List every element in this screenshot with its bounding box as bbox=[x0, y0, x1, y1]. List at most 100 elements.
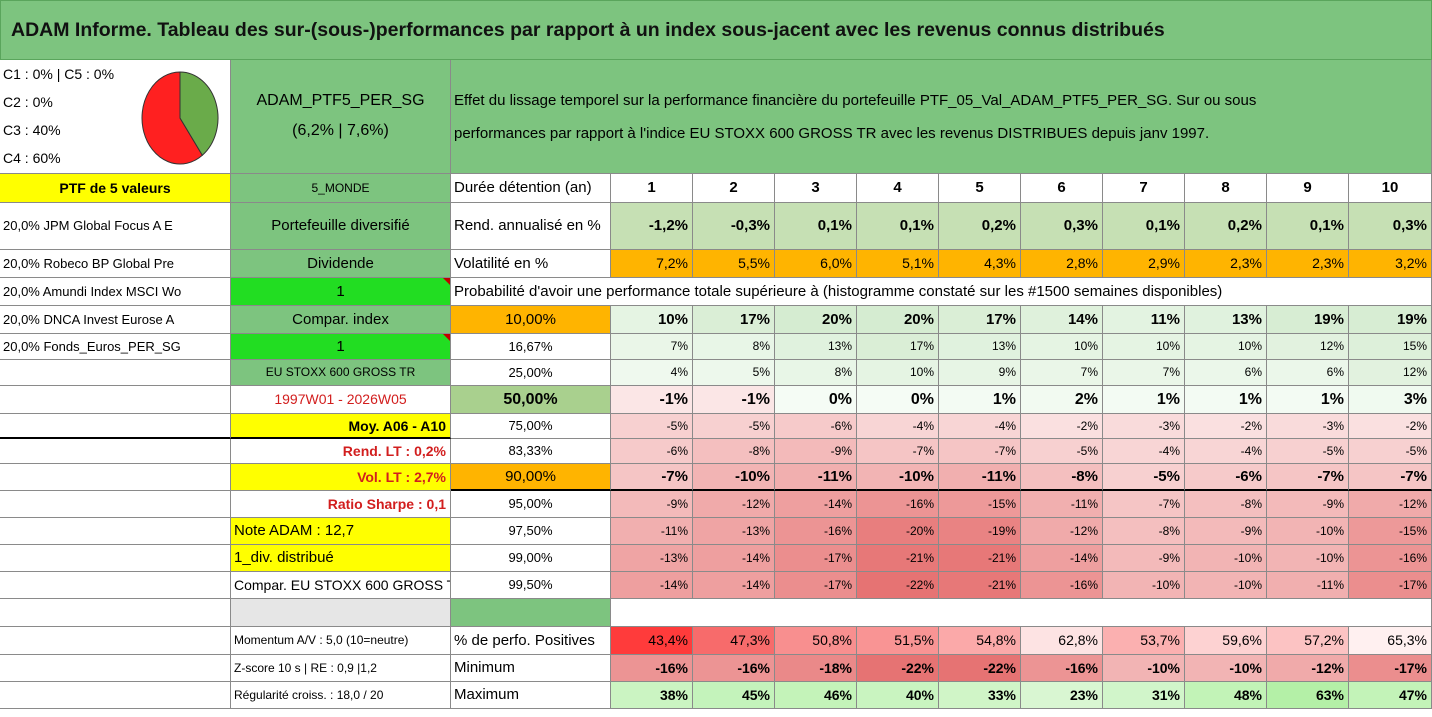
quantile-value[interactable]: 19% bbox=[1267, 306, 1349, 334]
quantile-value[interactable]: -11% bbox=[939, 464, 1021, 491]
maximum-value[interactable]: 38% bbox=[611, 682, 693, 709]
quantile-value[interactable]: -16% bbox=[1021, 572, 1103, 599]
quantile-value[interactable]: -4% bbox=[857, 414, 939, 439]
maximum-value[interactable]: 33% bbox=[939, 682, 1021, 709]
quantile-value[interactable]: -9% bbox=[775, 439, 857, 464]
empty-cell[interactable] bbox=[0, 627, 231, 655]
quantile-label[interactable]: 83,33% bbox=[451, 439, 611, 464]
maximum-label[interactable]: Maximum bbox=[451, 682, 611, 709]
quantile-value[interactable]: 1% bbox=[1103, 386, 1185, 414]
quantile-value[interactable]: -5% bbox=[1267, 439, 1349, 464]
minimum-value[interactable]: -16% bbox=[1021, 655, 1103, 682]
quantile-value[interactable]: -11% bbox=[611, 518, 693, 545]
maximum-value[interactable]: 40% bbox=[857, 682, 939, 709]
positive-value[interactable]: 43,4% bbox=[611, 627, 693, 655]
empty-cell[interactable] bbox=[0, 414, 231, 439]
note-cell[interactable]: Note ADAM : 12,7 bbox=[231, 518, 451, 545]
empty-cell[interactable] bbox=[0, 464, 231, 491]
quantile-value[interactable]: -5% bbox=[1349, 439, 1432, 464]
positive-label[interactable]: % de perfo. Positives bbox=[451, 627, 611, 655]
quantile-value[interactable]: -1% bbox=[693, 386, 775, 414]
quantile-value[interactable]: -20% bbox=[857, 518, 939, 545]
minimum-value[interactable]: -12% bbox=[1267, 655, 1349, 682]
zscore-cell[interactable]: Z-score 10 s | RE : 0,9 |1,2 bbox=[231, 655, 451, 682]
volatility-value[interactable]: 6,0% bbox=[775, 250, 857, 278]
quantile-value[interactable]: 10% bbox=[1021, 334, 1103, 360]
category-cell[interactable]: 5_MONDE bbox=[231, 174, 451, 203]
empty-cell[interactable] bbox=[0, 655, 231, 682]
quantile-value[interactable]: 7% bbox=[1021, 360, 1103, 386]
quantile-value[interactable]: 0% bbox=[775, 386, 857, 414]
year-header[interactable]: 4 bbox=[857, 174, 939, 203]
quantile-value[interactable]: -9% bbox=[1103, 545, 1185, 572]
quantile-value[interactable]: 15% bbox=[1349, 334, 1432, 360]
momentum-cell[interactable]: Momentum A/V : 5,0 (10=neutre) bbox=[231, 627, 451, 655]
quantile-value[interactable]: 5% bbox=[693, 360, 775, 386]
quantile-label[interactable]: 16,67% bbox=[451, 334, 611, 360]
quantile-value[interactable]: -17% bbox=[775, 572, 857, 599]
empty-cell[interactable] bbox=[0, 518, 231, 545]
compar-cell[interactable]: Compar. EU STOXX 600 GROSS TR bbox=[231, 572, 451, 599]
return-value[interactable]: 0,3% bbox=[1349, 203, 1432, 250]
volatility-value[interactable]: 4,3% bbox=[939, 250, 1021, 278]
year-header[interactable]: 10 bbox=[1349, 174, 1432, 203]
duration-label[interactable]: Durée détention (an) bbox=[451, 174, 611, 203]
dividend-cell[interactable]: Dividende bbox=[231, 250, 451, 278]
quantile-value[interactable]: -5% bbox=[611, 414, 693, 439]
positive-value[interactable]: 57,2% bbox=[1267, 627, 1349, 655]
quantile-value[interactable]: -11% bbox=[1267, 572, 1349, 599]
empty-cell[interactable] bbox=[231, 599, 451, 627]
quantile-value[interactable]: -8% bbox=[1021, 464, 1103, 491]
quantile-value[interactable]: 8% bbox=[775, 360, 857, 386]
quantile-value[interactable]: -4% bbox=[1185, 439, 1267, 464]
quantile-value[interactable]: -10% bbox=[1267, 518, 1349, 545]
return-label[interactable]: Rend. annualisé en % bbox=[451, 203, 611, 250]
quantile-value[interactable]: -5% bbox=[693, 414, 775, 439]
average-cell[interactable]: Moy. A06 - A10 bbox=[231, 414, 451, 439]
quantile-value[interactable]: -15% bbox=[939, 491, 1021, 518]
sharpe-cell[interactable]: Ratio Sharpe : 0,1 bbox=[231, 491, 451, 518]
quantile-value[interactable]: 13% bbox=[1185, 306, 1267, 334]
positive-value[interactable]: 51,5% bbox=[857, 627, 939, 655]
maximum-value[interactable]: 63% bbox=[1267, 682, 1349, 709]
quantile-label[interactable]: 97,50% bbox=[451, 518, 611, 545]
quantile-label[interactable]: 10,00% bbox=[451, 306, 611, 334]
value-input-cell[interactable]: 1 bbox=[231, 278, 451, 306]
maximum-value[interactable]: 47% bbox=[1349, 682, 1432, 709]
holding-item[interactable]: 20,0% DNCA Invest Eurose A bbox=[0, 306, 231, 334]
year-header[interactable]: 7 bbox=[1103, 174, 1185, 203]
positive-value[interactable]: 54,8% bbox=[939, 627, 1021, 655]
empty-cell[interactable] bbox=[0, 386, 231, 414]
quantile-value[interactable]: -21% bbox=[857, 545, 939, 572]
positive-value[interactable]: 65,3% bbox=[1349, 627, 1432, 655]
quantile-value[interactable]: 19% bbox=[1349, 306, 1432, 334]
year-header[interactable]: 8 bbox=[1185, 174, 1267, 203]
quantile-value[interactable]: -16% bbox=[1349, 545, 1432, 572]
dividend-dist-cell[interactable]: 1_div. distribué bbox=[231, 545, 451, 572]
quantile-value[interactable]: 1% bbox=[1185, 386, 1267, 414]
minimum-value[interactable]: -22% bbox=[939, 655, 1021, 682]
quantile-value[interactable]: -16% bbox=[775, 518, 857, 545]
quantile-value[interactable]: -6% bbox=[1185, 464, 1267, 491]
volatility-label[interactable]: Volatilité en % bbox=[451, 250, 611, 278]
holding-item[interactable]: 20,0% JPM Global Focus A E bbox=[0, 203, 231, 250]
maximum-value[interactable]: 45% bbox=[693, 682, 775, 709]
legend-block[interactable]: C1 : 0% | C5 : 0% C2 : 0% C3 : 40% C4 : … bbox=[0, 60, 231, 174]
year-header[interactable]: 3 bbox=[775, 174, 857, 203]
quantile-value[interactable]: -8% bbox=[1103, 518, 1185, 545]
quantile-value[interactable]: -10% bbox=[1185, 572, 1267, 599]
quantile-value[interactable]: -14% bbox=[693, 545, 775, 572]
quantile-value[interactable]: 6% bbox=[1267, 360, 1349, 386]
quantile-value[interactable]: 1% bbox=[1267, 386, 1349, 414]
empty-cell[interactable] bbox=[0, 545, 231, 572]
quantile-value[interactable]: 7% bbox=[1103, 360, 1185, 386]
quantile-value[interactable]: 20% bbox=[857, 306, 939, 334]
quantile-value[interactable]: 4% bbox=[611, 360, 693, 386]
quantile-label[interactable]: 90,00% bbox=[451, 464, 611, 491]
volatility-value[interactable]: 5,1% bbox=[857, 250, 939, 278]
quantile-value[interactable]: -12% bbox=[693, 491, 775, 518]
return-value[interactable]: -1,2% bbox=[611, 203, 693, 250]
quantile-value[interactable]: 10% bbox=[1185, 334, 1267, 360]
quantile-value[interactable]: 6% bbox=[1185, 360, 1267, 386]
empty-cell[interactable] bbox=[611, 599, 1432, 627]
